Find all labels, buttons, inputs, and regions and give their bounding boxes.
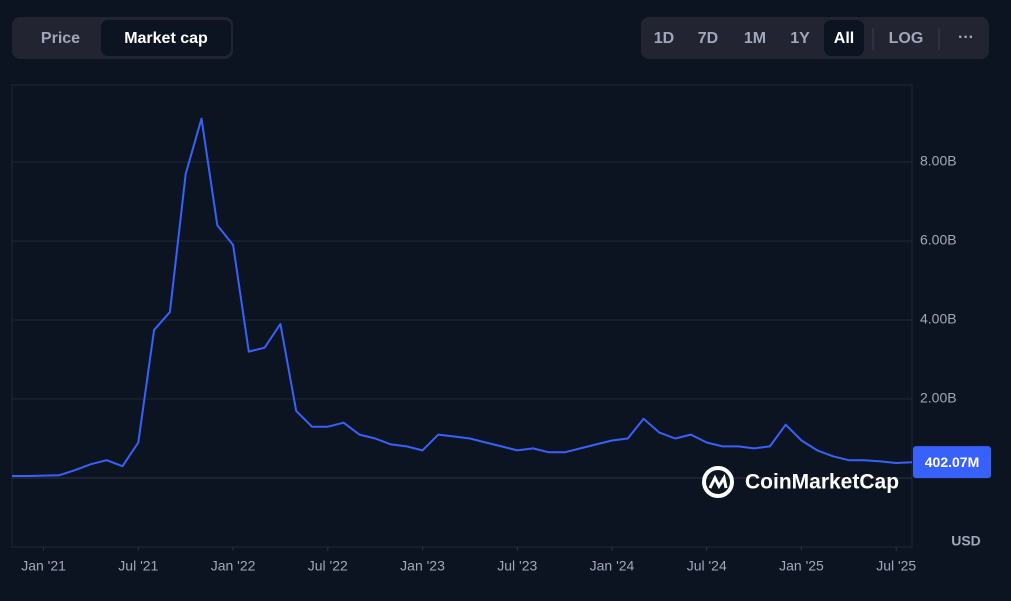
tab[interactable]: Price <box>41 30 80 47</box>
more-button[interactable]: ··· <box>958 29 974 46</box>
line-series <box>12 117 913 477</box>
x-tick-label: Jan '25 <box>779 558 824 574</box>
watermark: CoinMarketCap <box>702 466 899 498</box>
x-tick-label: Jul '21 <box>118 558 158 574</box>
range-button[interactable]: 7D <box>698 30 718 47</box>
range-button[interactable]: 1M <box>744 30 766 47</box>
y-tick-label: 6.00B <box>920 232 957 248</box>
x-tick-label: Jul '25 <box>876 558 916 574</box>
logo <box>702 466 734 498</box>
x-tick-label: Jan '24 <box>590 558 635 574</box>
tab[interactable]: Market cap <box>124 30 208 47</box>
range-button[interactable]: 1D <box>654 30 674 47</box>
y-tick-label: 4.00B <box>920 311 957 327</box>
range-group <box>641 17 989 59</box>
y-tick-label: 8.00B <box>920 153 957 169</box>
x-tick-label: Jan '21 <box>21 558 66 574</box>
range-active-bg <box>824 20 864 56</box>
y-tick-label: 2.00B <box>920 390 957 406</box>
x-tick-label: Jan '23 <box>400 558 445 574</box>
log-button[interactable]: LOG <box>889 30 924 47</box>
range-button[interactable]: All <box>834 30 854 47</box>
watermark-text: CoinMarketCap <box>745 471 899 494</box>
x-tick-label: Jul '23 <box>497 558 537 574</box>
x-tick-label: Jan '22 <box>211 558 256 574</box>
tab-active-bg <box>101 20 231 56</box>
plot-frame <box>11 84 913 548</box>
x-tick-label: Jul '24 <box>687 558 727 574</box>
current-value-tag <box>913 446 991 479</box>
current-value-label: 402.07M <box>925 454 979 470</box>
logo-mark <box>708 474 728 490</box>
range-button[interactable]: 1Y <box>790 30 810 47</box>
x-tick-label: Jul '22 <box>308 558 348 574</box>
currency-label: USD <box>951 533 981 549</box>
